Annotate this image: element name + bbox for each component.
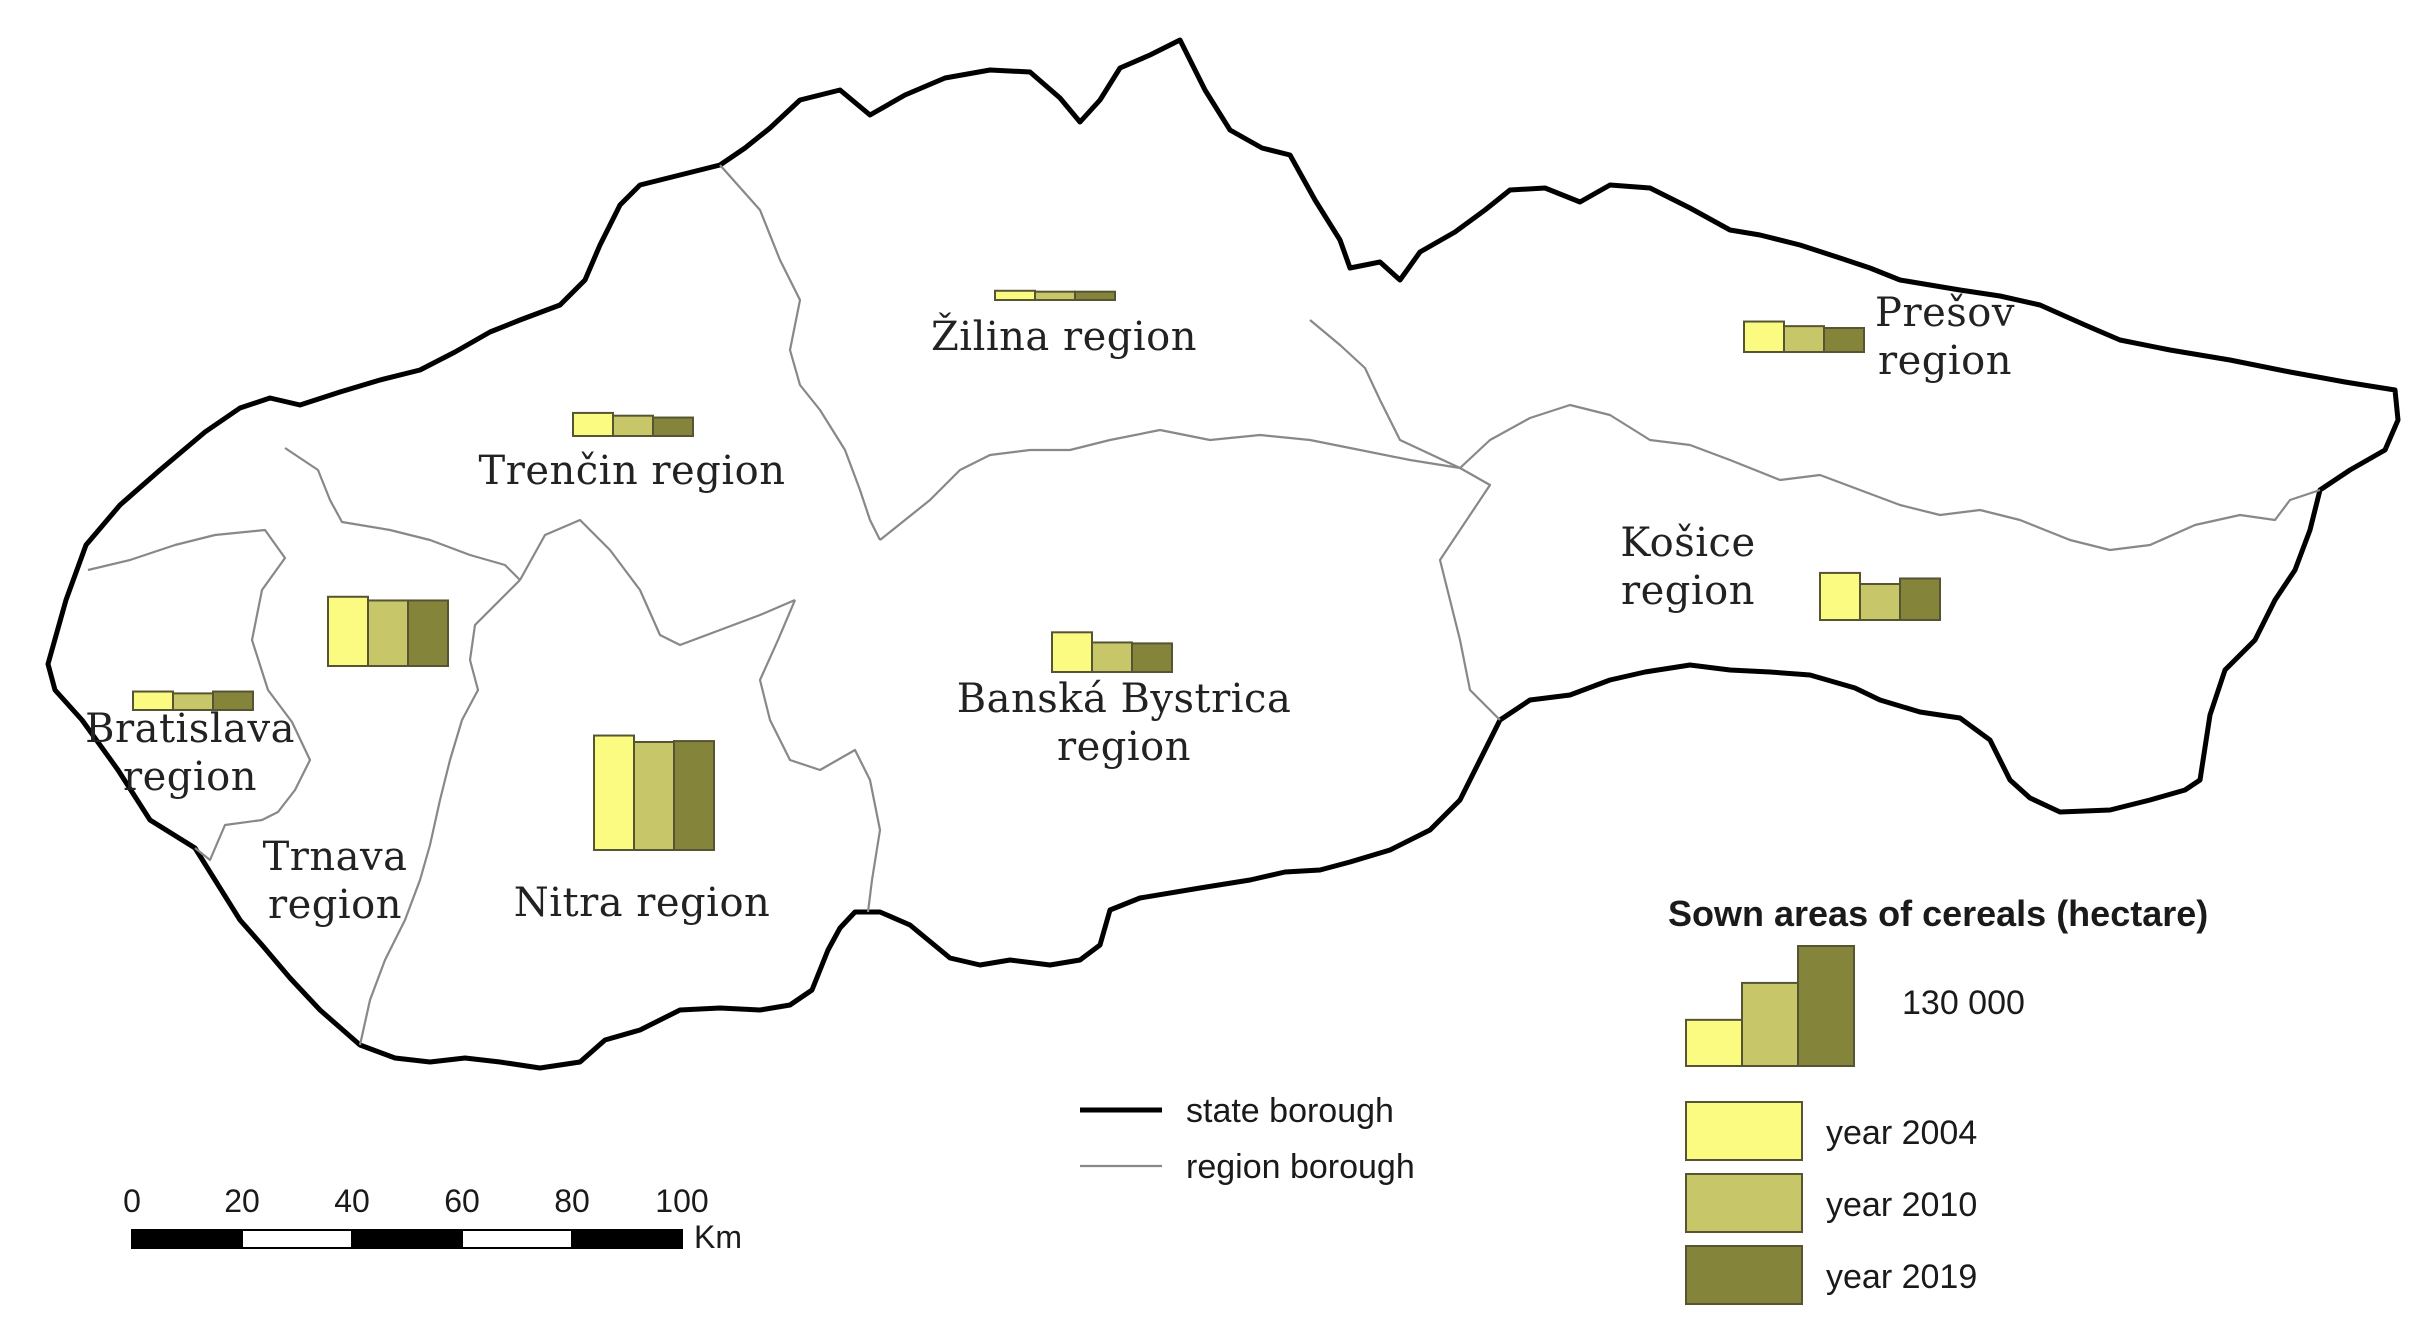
legend-swatch-2004 (1685, 1101, 1803, 1161)
chart-presov (1743, 320, 1865, 353)
chart-trnava-bar-2010 (367, 599, 409, 668)
region-label-presov: Prešov region (1875, 290, 2015, 384)
scale-seg-3 (351, 1229, 463, 1249)
chart-presov-bar-2004 (1743, 320, 1785, 353)
chart-zilina-bar-2010 (1034, 290, 1076, 302)
chart-trnava-bar-2019 (407, 599, 449, 668)
scale-tick-60: 60 (444, 1183, 480, 1219)
region-label-trnava: Trnava region (263, 834, 408, 928)
region-label-banska-bystrica: Banská Bystrica region (957, 676, 1292, 770)
region-label-zilina: Žilina region (931, 313, 1197, 360)
chart-nitra-bar-2010 (633, 741, 675, 851)
region-label-line: Žilina region (931, 313, 1197, 360)
chart-trencin-bar-2019 (652, 416, 694, 437)
region-label-line: Banská Bystrica (957, 676, 1292, 722)
scale-unit: Km (694, 1219, 742, 1255)
legend-scale-bar-2019 (1797, 945, 1855, 1067)
region-label-line: region (1057, 724, 1191, 770)
region-label-trencin: Trenčin region (479, 448, 786, 494)
chart-trencin-bar-2010 (612, 414, 654, 438)
chart-trnava (327, 595, 449, 668)
region-border-trnava-nitra (358, 579, 521, 1046)
chart-zilina-bar-2019 (1074, 290, 1116, 302)
scale-bar: 0 20 40 60 80 100 Km (123, 1183, 742, 1255)
legend-scale-bar-2004 (1685, 1018, 1743, 1067)
scale-tick-20: 20 (224, 1183, 260, 1219)
scale-tick-100: 100 (655, 1183, 708, 1219)
chart-banska-bystrica-bar-2019 (1131, 642, 1173, 674)
chart-banska-bystrica-bar-2010 (1091, 641, 1133, 674)
chart-trencin-bar-2004 (572, 411, 614, 437)
region-label-line: region (268, 882, 402, 928)
legend-state-label: state borough (1186, 1092, 1394, 1130)
legend-swatch-2010 (1685, 1173, 1803, 1233)
scale-tick-40: 40 (334, 1183, 370, 1219)
legend: Sown areas of cereals (hectare) 130 000 … (1080, 893, 2208, 1305)
legend-swatch-2019 (1685, 1245, 1803, 1305)
region-label-line: region (1621, 568, 1755, 614)
region-label-line: Trnava (263, 834, 408, 880)
legend-scale-value: 130 000 (1902, 984, 2025, 1022)
region-border-nitra-trencin (519, 518, 796, 647)
chart-kosice (1819, 571, 1941, 622)
scale-seg-4 (461, 1229, 573, 1249)
scale-seg-5 (571, 1229, 683, 1249)
chart-presov-bar-2010 (1783, 325, 1825, 353)
scale-seg-2 (241, 1229, 353, 1249)
chart-kosice-bar-2004 (1819, 571, 1861, 622)
region-border-presov-kosice (1459, 403, 2321, 552)
region-border-zilina-bb (879, 428, 1461, 541)
region-border-zilina-presov (1309, 319, 1461, 469)
region-border-bratislava-trnava (87, 528, 312, 862)
chart-presov-bar-2019 (1823, 327, 1865, 353)
region-label-line: Prešov (1875, 290, 2015, 336)
region-border-trnava-trencin (284, 447, 521, 581)
chart-nitra (593, 734, 715, 851)
region-label-line: region (123, 754, 257, 800)
chart-nitra-bar-2004 (593, 734, 635, 851)
region-borders (87, 164, 2321, 1046)
region-border-nitra-bb (758, 599, 882, 913)
chart-bratislava-bar-2010 (172, 692, 214, 712)
chart-kosice-bar-2019 (1899, 577, 1941, 622)
chart-bratislava-bar-2004 (132, 690, 174, 711)
chart-trencin (572, 411, 694, 438)
chart-zilina-bar-2004 (994, 289, 1036, 301)
chart-banska-bystrica (1051, 631, 1173, 674)
legend-label-2010: year 2010 (1826, 1186, 1977, 1224)
chart-kosice-bar-2010 (1859, 583, 1901, 621)
chart-nitra-bar-2019 (673, 740, 715, 851)
region-labels: Bratislava region Trnava region Trenčin re… (85, 290, 2015, 928)
region-charts (132, 289, 1941, 851)
region-label-nitra: Nitra region (514, 880, 771, 926)
region-label-line: Nitra region (514, 880, 771, 926)
chart-bratislava (132, 690, 254, 712)
region-label-line: region (1878, 338, 2012, 384)
legend-scale-bars (1685, 945, 1855, 1068)
region-label-line: Košice (1620, 520, 1755, 566)
legend-title: Sown areas of cereals (hectare) (1668, 893, 2208, 934)
legend-region-label: region borough (1186, 1148, 1415, 1186)
scale-seg-1 (131, 1229, 243, 1249)
region-label-kosice: Košice region (1620, 520, 1755, 614)
region-label-bratislava: Bratislava region (85, 706, 295, 800)
scale-tick-80: 80 (554, 1183, 590, 1219)
legend-label-2019: year 2019 (1826, 1258, 1977, 1296)
chart-bratislava-bar-2019 (212, 690, 254, 711)
region-border-trencin-zilina (719, 164, 881, 541)
region-border-bb-kosice (1438, 467, 1501, 721)
chart-banska-bystrica-bar-2004 (1051, 631, 1093, 673)
legend-label-2004: year 2004 (1826, 1114, 1977, 1152)
scale-tick-0: 0 (123, 1183, 141, 1219)
chart-zilina (994, 289, 1116, 302)
region-label-line: Bratislava (85, 706, 295, 752)
chart-trnava-bar-2004 (327, 595, 369, 667)
region-label-line: Trenčin region (479, 448, 786, 494)
legend-scale-bar-2010 (1741, 981, 1799, 1068)
